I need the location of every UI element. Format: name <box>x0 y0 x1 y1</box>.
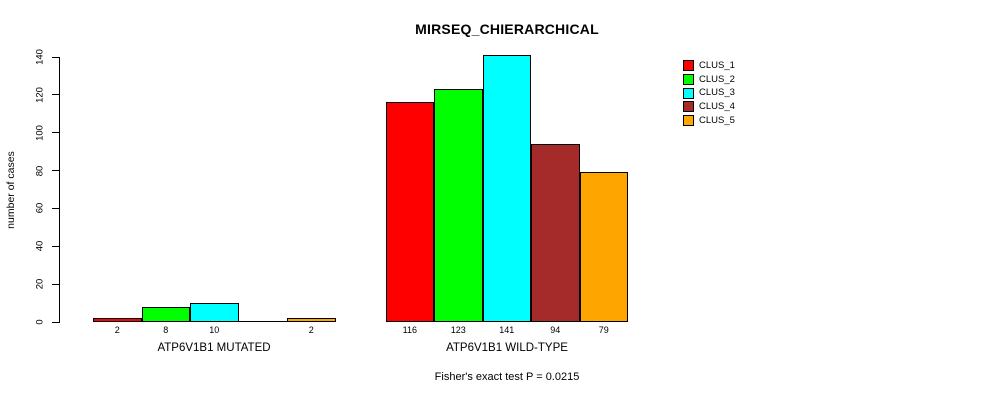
legend-item-clus_2: CLUS_2 <box>683 73 735 87</box>
bar-clus_1 <box>93 318 142 322</box>
bar-value-label: 8 <box>163 325 169 335</box>
bar-clus_2 <box>141 307 190 322</box>
y-tick-mark <box>52 132 59 134</box>
y-axis-line <box>59 57 60 323</box>
bar-clus_5 <box>287 318 336 322</box>
stat-test-annotation: Fisher's exact test P = 0.0215 <box>434 371 580 383</box>
legend-item-clus_4: CLUS_4 <box>683 100 735 114</box>
legend-label: CLUS_3 <box>699 87 735 99</box>
legend-label: CLUS_4 <box>699 101 735 113</box>
bar-clus_3 <box>190 303 239 322</box>
bar-clus_1 <box>385 102 434 322</box>
y-tick-label: 100 <box>34 124 46 141</box>
legend-label: CLUS_5 <box>699 114 735 126</box>
bar-value-label: 2 <box>114 325 120 335</box>
legend-swatch-icon <box>683 101 694 113</box>
y-tick-mark <box>52 283 59 285</box>
y-tick-mark <box>52 170 59 172</box>
x-group-label-wildtype: ATP6V1B1 WILD-TYPE <box>446 342 568 354</box>
legend-item-clus_5: CLUS_5 <box>683 114 735 128</box>
bar-clus_2 <box>434 89 483 322</box>
y-tick-label: 20 <box>34 278 46 290</box>
y-tick-mark <box>52 245 59 247</box>
bar-value-label: 10 <box>209 325 220 335</box>
y-tick-label: 0 <box>34 319 46 325</box>
legend-label: CLUS_1 <box>699 60 735 72</box>
y-tick-label: 80 <box>34 165 46 176</box>
chart-title: MIRSEQ_CHIERARCHICAL <box>415 21 599 37</box>
y-tick-mark <box>52 56 59 58</box>
y-tick-label: 40 <box>34 240 46 252</box>
y-tick-mark <box>52 207 59 209</box>
legend-item-clus_3: CLUS_3 <box>683 86 735 100</box>
y-tick-label: 60 <box>34 203 46 214</box>
legend-swatch-icon <box>683 87 694 99</box>
legend-swatch-icon <box>683 60 694 72</box>
bar-value-label: 79 <box>598 325 609 335</box>
legend-item-clus_1: CLUS_1 <box>683 59 735 73</box>
bar-value-label: 141 <box>499 325 515 335</box>
legend-swatch-icon <box>683 74 694 86</box>
legend: CLUS_1 CLUS_2 CLUS_3 CLUS_4 CLUS_5 <box>683 59 735 127</box>
bar-value-label: 94 <box>550 325 561 335</box>
bar-value-label: 2 <box>308 325 314 335</box>
y-tick-label: 140 <box>34 49 46 65</box>
y-tick-mark <box>52 94 59 96</box>
legend-label: CLUS_2 <box>699 73 735 85</box>
bar-value-label: 123 <box>450 325 466 335</box>
legend-swatch-icon <box>683 115 694 127</box>
bar-clus_4-zero <box>238 321 287 322</box>
y-tick-mark <box>52 321 59 323</box>
x-group-label-mutated: ATP6V1B1 MUTATED <box>157 342 271 354</box>
bar-clus_4 <box>531 144 580 322</box>
bar-value-label: 116 <box>402 325 417 335</box>
bar-clus_3 <box>482 55 531 322</box>
y-tick-label: 120 <box>34 86 46 103</box>
bar-clus_5 <box>579 172 628 322</box>
